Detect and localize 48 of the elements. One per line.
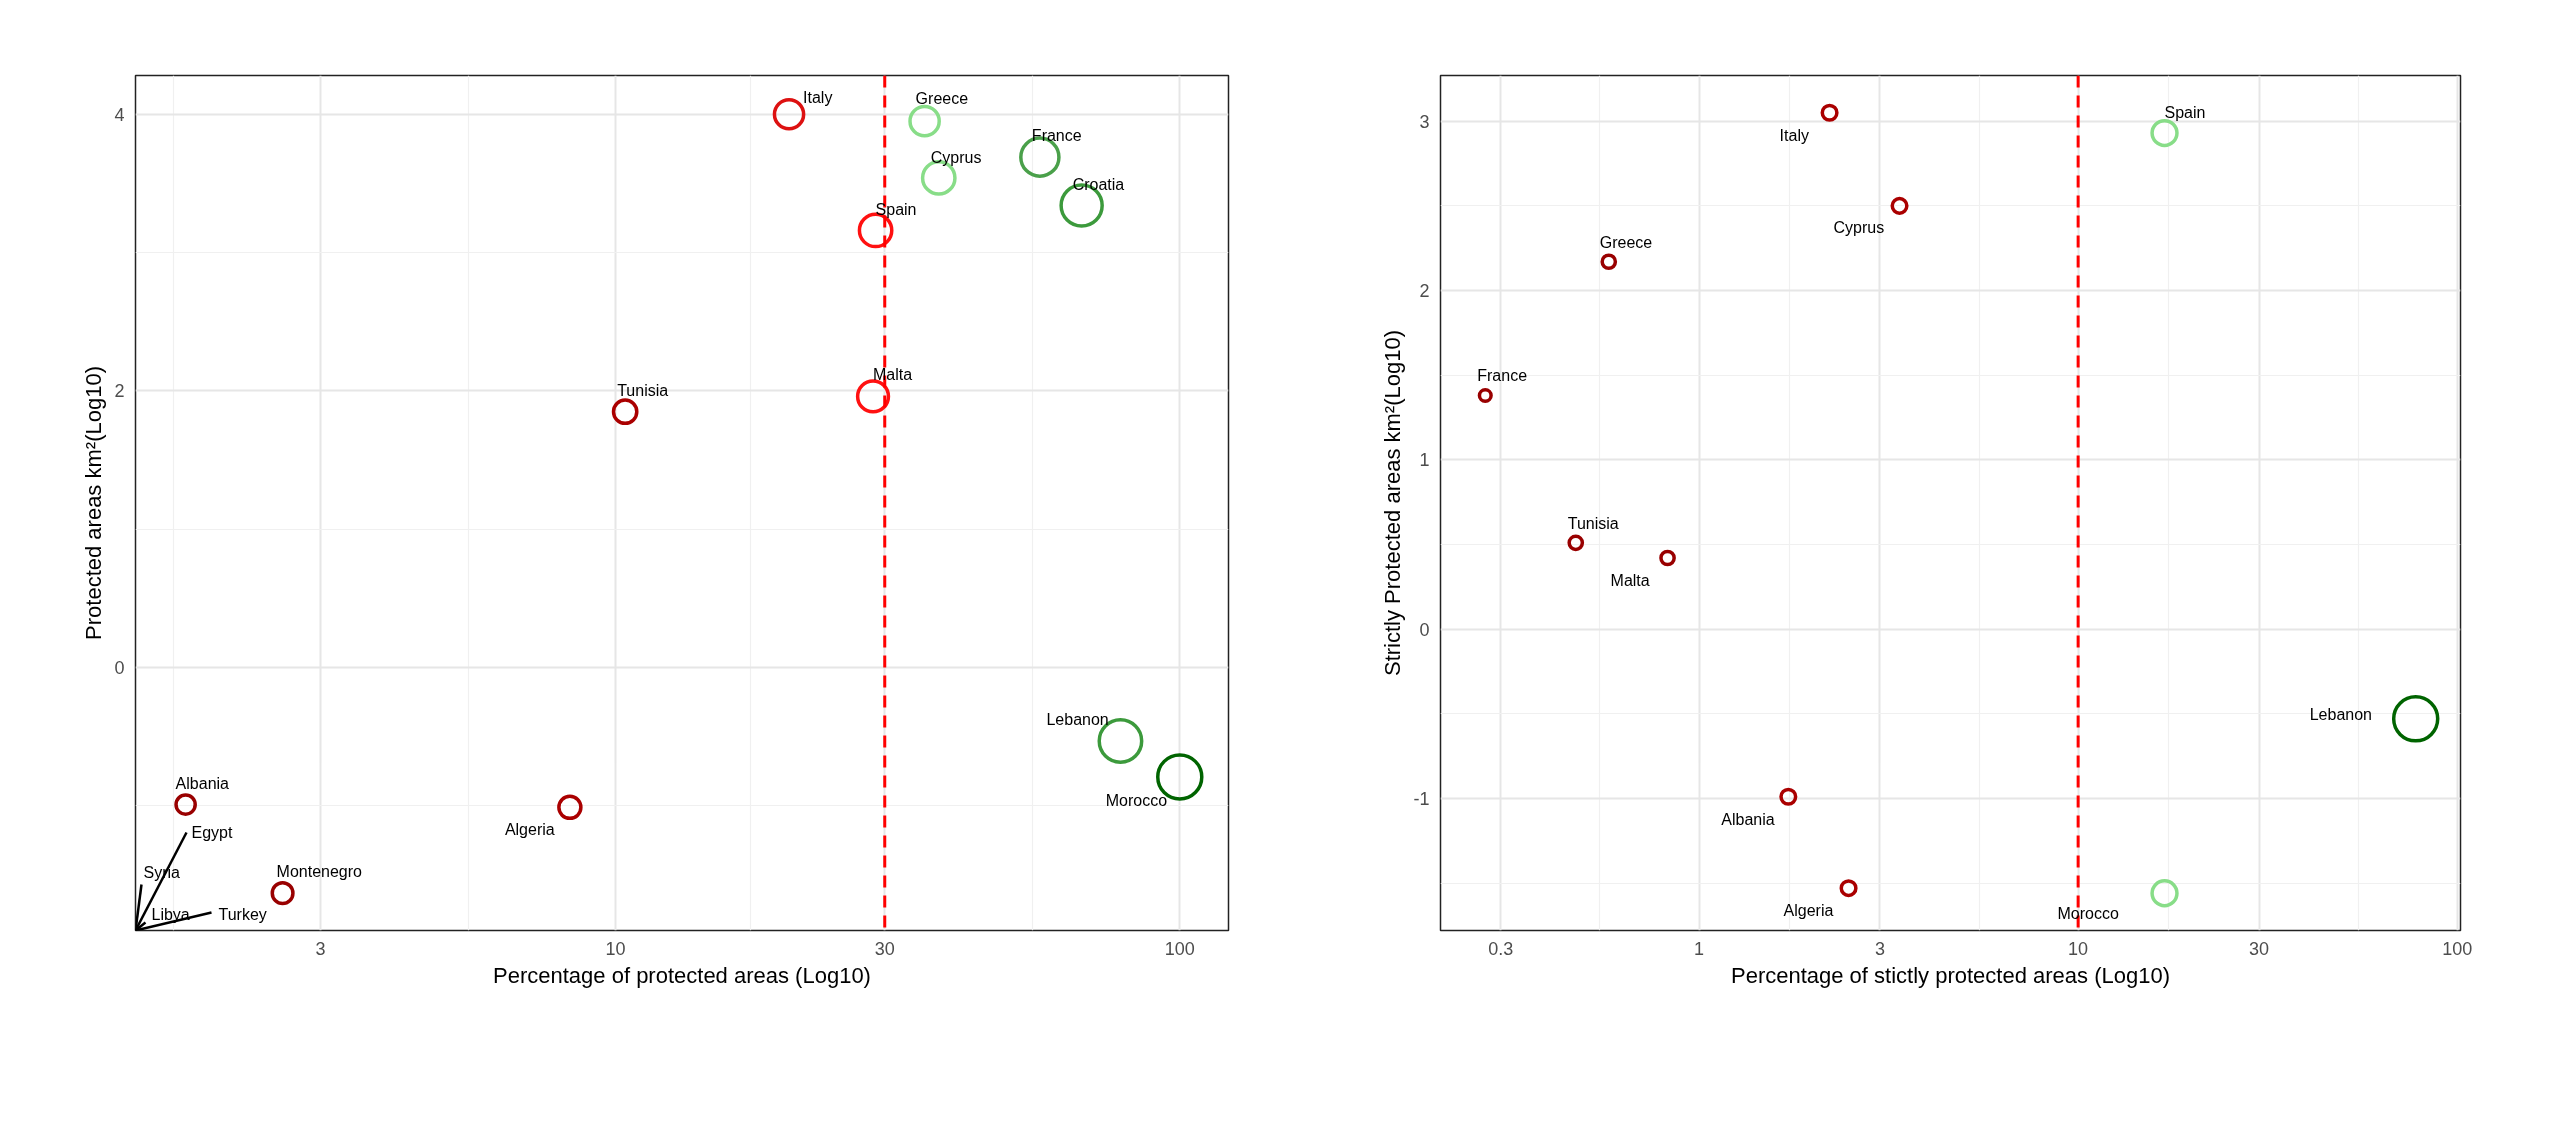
y-tick-label: -1 (1413, 788, 1430, 809)
annotation: Cyprus (930, 148, 982, 166)
annotation: France (1031, 127, 1082, 145)
annotation: Morocco (1105, 791, 1168, 809)
x-tick-label: 10 (605, 938, 626, 959)
annotation: Lebanon (1046, 710, 1109, 728)
annotation: Algeria (504, 821, 555, 839)
annotation: Algeria (1783, 902, 1834, 920)
y-tick-label: 3 (1419, 111, 1430, 132)
annotation: Spain (2164, 104, 2206, 122)
annotation: Greece (915, 90, 969, 108)
y-tick-label: 2 (114, 381, 125, 402)
x-tick-label: 10 (2068, 938, 2089, 959)
annotation: Italy (803, 89, 833, 107)
annotation: Tunisia (617, 381, 669, 399)
annotation: Tunisia (1567, 514, 1619, 532)
x-tick-label: 1 (1694, 938, 1705, 959)
annotation: Italy (1779, 126, 1809, 144)
annotation: Malta (873, 366, 913, 384)
y-tick-label: 4 (114, 104, 125, 125)
annotation: Malta (1610, 572, 1650, 590)
y-axis-title: Protected areas km²(Log10) (81, 366, 107, 640)
annotation: Montenegro (276, 863, 363, 881)
y-tick-label: 2 (1419, 281, 1430, 302)
annotation: Croatia (1072, 175, 1125, 193)
x-tick-label: 0.3 (1488, 938, 1514, 959)
x-tick-label: 3 (315, 938, 326, 959)
annotation: Greece (1599, 233, 1653, 251)
annotation: Spain (875, 201, 917, 219)
annotation: Albania (175, 774, 230, 792)
annotation: Turkey (218, 906, 267, 923)
annotation: Egypt (191, 824, 233, 841)
x-axis-title: Percentage of stictly protected areas (Log10) (1730, 962, 2171, 988)
x-tick-label: 100 (1164, 938, 1195, 959)
annotation: France (1477, 367, 1528, 385)
y-axis-title: Strictly Protected areas km²(Log10) (1380, 329, 1406, 677)
annotation: Albania (1721, 810, 1775, 828)
x-tick-label: 3 (1874, 938, 1885, 959)
y-tick-label: 1 (1419, 450, 1430, 471)
x-tick-label: 100 (2442, 938, 2473, 959)
annotation: Lebanon (2309, 706, 2372, 724)
x-axis-title: Percentage of protected areas (Log10) (493, 962, 871, 988)
x-tick-label: 30 (874, 938, 895, 959)
y-tick-label: 0 (114, 658, 125, 679)
x-tick-label: 30 (2249, 938, 2270, 959)
y-tick-label: 0 (1419, 619, 1430, 640)
annotation: Morocco (2057, 905, 2119, 923)
annotation: Cyprus (1833, 218, 1885, 236)
